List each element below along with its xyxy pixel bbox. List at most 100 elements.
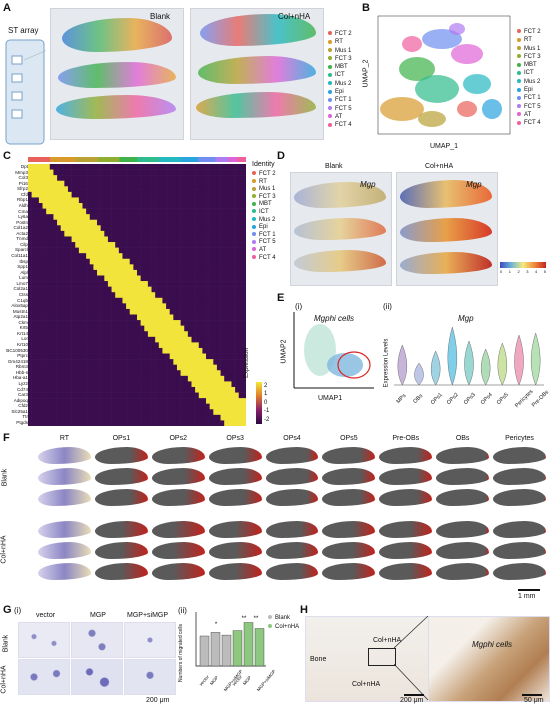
heatmap-cell xyxy=(89,208,94,215)
heatmap-cell xyxy=(122,392,127,399)
heatmap-cell xyxy=(209,203,214,209)
heatmap-cell xyxy=(78,253,83,260)
heatmap-cell xyxy=(82,191,87,198)
heatmap-cell xyxy=(242,208,246,215)
heatmap-cell xyxy=(49,236,54,243)
heatmap-cell xyxy=(158,336,163,343)
heatmap-cell xyxy=(133,336,138,343)
heatmap-cell xyxy=(235,353,240,360)
heatmap-cell xyxy=(115,225,120,232)
heatmap-cell xyxy=(57,398,61,404)
heatmap-cell xyxy=(53,342,58,349)
heatmap-cell xyxy=(147,247,152,254)
heatmap-cell xyxy=(184,403,189,410)
heatmap-cell xyxy=(111,225,116,232)
heatmap-cell xyxy=(140,359,145,365)
heatmap-cell xyxy=(118,297,123,304)
heatmap-cell xyxy=(227,264,232,271)
heatmap-cell xyxy=(104,219,109,226)
heatmap-cell xyxy=(238,164,243,170)
heatmap-cell xyxy=(227,208,232,215)
heatmap-cell xyxy=(67,281,72,287)
heatmap-cell xyxy=(78,353,83,360)
heatmap-cell xyxy=(137,347,141,354)
heatmap-cell xyxy=(216,308,221,315)
heatmap-cell xyxy=(191,409,196,416)
legend-a-item: Mus 2 xyxy=(328,80,352,88)
heatmap-cell xyxy=(107,191,112,198)
heatmap-cell xyxy=(129,191,134,198)
heatmap-cell xyxy=(235,247,240,254)
heatmap-cell xyxy=(144,347,149,354)
heatmap-cell xyxy=(104,258,109,265)
violin-ops5 xyxy=(497,342,508,386)
heatmap-cell xyxy=(107,381,112,388)
heatmap-cell xyxy=(213,275,218,282)
heatmap-cell xyxy=(89,258,94,265)
heatmap-cell xyxy=(224,281,229,287)
gene-label: Ly6a xyxy=(18,214,28,220)
heatmap-cell xyxy=(147,225,152,232)
heatmap-cell xyxy=(224,392,229,399)
heatmap-cell xyxy=(100,292,105,299)
heatmap-cell xyxy=(64,286,69,293)
heatmap-cell xyxy=(75,314,80,321)
heatmap-cell xyxy=(147,292,152,299)
heatmap-cell xyxy=(86,331,91,338)
heatmap-cell xyxy=(242,175,246,182)
heatmap-cell xyxy=(111,325,116,332)
heatmap-cell xyxy=(107,269,112,276)
heatmap-cell xyxy=(176,219,181,226)
heatmap-cell xyxy=(144,269,149,276)
gene-label: Sfrp2 xyxy=(17,186,28,192)
heatmap-cell xyxy=(126,286,131,293)
heatmap-cell xyxy=(216,175,221,182)
heatmap-cell xyxy=(227,286,232,293)
heatmap-cell xyxy=(107,297,112,304)
heatmap-cell xyxy=(57,342,61,349)
heatmap-cell xyxy=(140,336,145,343)
heatmap-cell xyxy=(100,219,105,226)
heatmap-cell xyxy=(195,314,200,321)
heatmap-cell xyxy=(216,392,221,399)
heatmap-cell xyxy=(86,197,91,204)
panel-a-label: A xyxy=(3,2,11,14)
heatmap-cell xyxy=(158,320,163,326)
heatmap-cell xyxy=(42,342,47,349)
heatmap-cell xyxy=(187,403,192,410)
heatmap-cell xyxy=(158,297,163,304)
heatmap-cell xyxy=(133,286,138,293)
violin-pre-obs xyxy=(530,332,541,386)
heatmap-cell xyxy=(144,214,149,221)
heatmap-cell xyxy=(107,214,112,221)
heatmap-cell xyxy=(166,370,170,377)
heatmap-cell xyxy=(238,353,243,360)
gene-label: Dpt xyxy=(20,164,28,169)
f-tissue-section xyxy=(208,521,262,538)
legend-a-item: FCT 1 xyxy=(328,96,352,104)
heatmap-cell xyxy=(49,286,54,293)
heatmap-cell xyxy=(184,269,189,276)
heatmap-cell xyxy=(151,308,156,315)
heatmap-cell xyxy=(242,269,246,276)
f-col-header: OPs4 xyxy=(283,435,301,442)
heatmap-cell xyxy=(216,409,221,416)
heatmap-cell xyxy=(220,286,225,293)
heatmap-cell xyxy=(187,392,192,399)
heatmap-cell xyxy=(202,230,207,237)
heatmap-cell xyxy=(231,214,236,221)
heatmap-cell xyxy=(28,303,32,310)
heatmap-cell xyxy=(89,219,94,226)
heatmap-cell xyxy=(115,175,120,182)
heatmap-cell xyxy=(118,386,123,393)
heatmap-cell xyxy=(31,269,36,276)
heatmap-cell xyxy=(42,169,47,176)
heatmap-cell xyxy=(137,225,141,232)
heatmap-cell xyxy=(242,359,246,365)
heatmap-cell xyxy=(129,258,134,265)
heatmap-cell xyxy=(133,409,138,416)
heatmap-cell xyxy=(122,303,127,310)
heatmap-cell xyxy=(231,242,236,248)
heatmap-cell xyxy=(151,398,156,404)
heatmap-cell xyxy=(46,320,51,326)
